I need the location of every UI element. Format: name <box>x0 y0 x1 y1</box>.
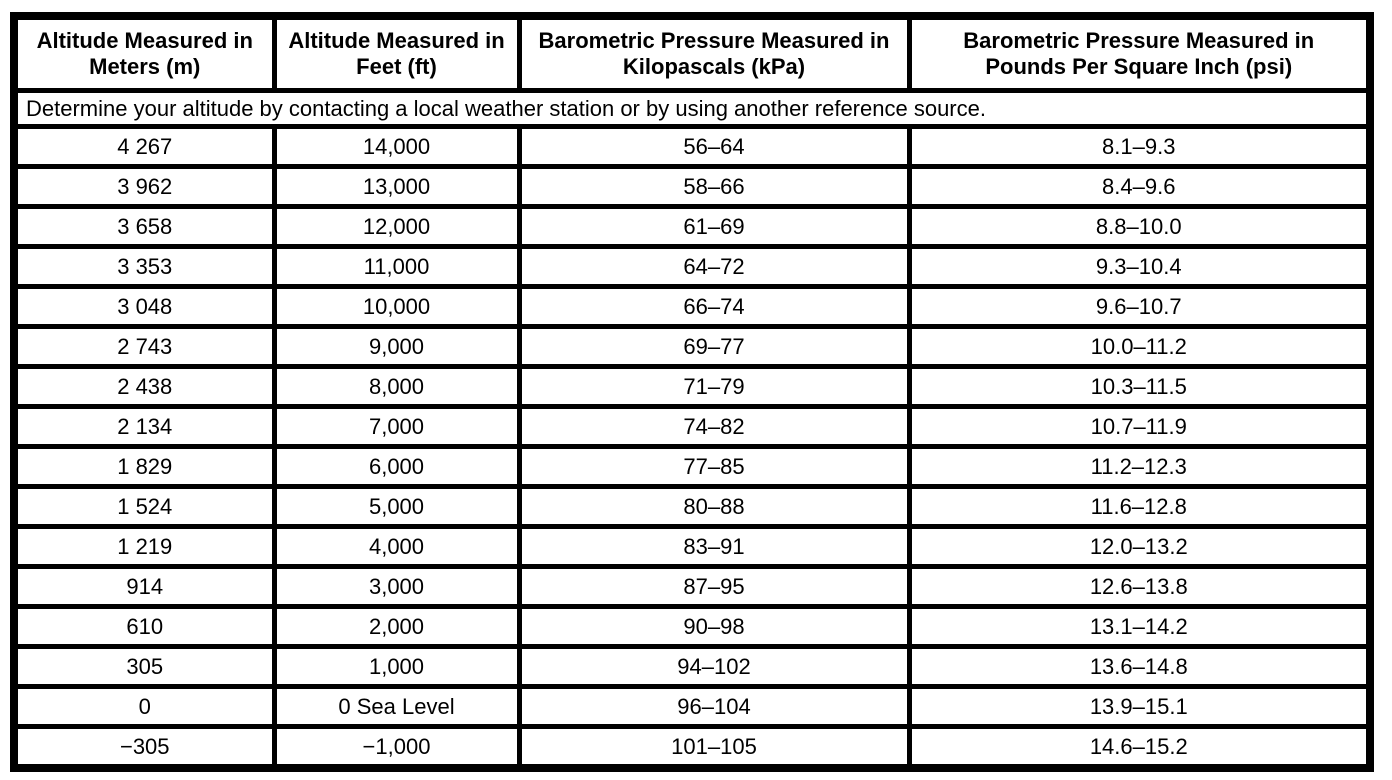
cell-psi: 8.1–9.3 <box>906 124 1373 169</box>
cell-kpa: 83–91 <box>516 524 912 569</box>
table-row: 2 134 7,000 74–82 10.7–11.9 <box>11 404 1373 449</box>
cell-meters: 2 438 <box>11 364 277 409</box>
cell-meters: 610 <box>11 604 277 649</box>
table-row: 4 267 14,000 56–64 8.1–9.3 <box>11 124 1373 169</box>
cell-meters: −305 <box>11 724 277 771</box>
table-row: 914 3,000 87–95 12.6–13.8 <box>11 564 1373 609</box>
cell-feet: 4,000 <box>271 524 522 569</box>
table-row: 1 829 6,000 77–85 11.2–12.3 <box>11 444 1373 489</box>
table-row: 305 1,000 94–102 13.6–14.8 <box>11 644 1373 689</box>
cell-psi: 8.4–9.6 <box>906 164 1373 209</box>
cell-kpa: 94–102 <box>516 644 912 689</box>
table-row: 1 524 5,000 80–88 11.6–12.8 <box>11 484 1373 529</box>
header-cell-pressure-psi: Barometric Pressure Measured in Pounds P… <box>906 13 1373 93</box>
cell-kpa: 77–85 <box>516 444 912 489</box>
cell-feet: 2,000 <box>271 604 522 649</box>
cell-psi: 14.6–15.2 <box>906 724 1373 771</box>
cell-kpa: 96–104 <box>516 684 912 729</box>
cell-feet: 0 Sea Level <box>271 684 522 729</box>
cell-feet: 9,000 <box>271 324 522 369</box>
cell-psi: 12.6–13.8 <box>906 564 1373 609</box>
cell-kpa: 80–88 <box>516 484 912 529</box>
cell-feet: −1,000 <box>271 724 522 771</box>
cell-feet: 7,000 <box>271 404 522 449</box>
cell-psi: 13.1–14.2 <box>906 604 1373 649</box>
cell-kpa: 69–77 <box>516 324 912 369</box>
cell-psi: 9.6–10.7 <box>906 284 1373 329</box>
note-row: Determine your altitude by contacting a … <box>11 88 1373 129</box>
header-cell-altitude-meters: Altitude Measured in Meters (m) <box>11 13 277 93</box>
cell-kpa: 61–69 <box>516 204 912 249</box>
cell-feet: 11,000 <box>271 244 522 289</box>
cell-kpa: 90–98 <box>516 604 912 649</box>
cell-kpa: 74–82 <box>516 404 912 449</box>
altitude-note-text: Determine your altitude by contacting a … <box>11 88 1373 129</box>
table-header: Altitude Measured in Meters (m) Altitude… <box>11 13 1373 129</box>
cell-kpa: 101–105 <box>516 724 912 771</box>
cell-psi: 11.2–12.3 <box>906 444 1373 489</box>
table-row: 2 743 9,000 69–77 10.0–11.2 <box>11 324 1373 369</box>
cell-psi: 10.0–11.2 <box>906 324 1373 369</box>
cell-psi: 13.9–15.1 <box>906 684 1373 729</box>
cell-meters: 305 <box>11 644 277 689</box>
cell-meters: 3 962 <box>11 164 277 209</box>
cell-meters: 2 134 <box>11 404 277 449</box>
cell-kpa: 71–79 <box>516 364 912 409</box>
cell-meters: 2 743 <box>11 324 277 369</box>
cell-meters: 1 829 <box>11 444 277 489</box>
table-row: 1 219 4,000 83–91 12.0–13.2 <box>11 524 1373 569</box>
cell-meters: 3 658 <box>11 204 277 249</box>
table-row: 3 353 11,000 64–72 9.3–10.4 <box>11 244 1373 289</box>
table-row: 2 438 8,000 71–79 10.3–11.5 <box>11 364 1373 409</box>
table-row: −305 −1,000 101–105 14.6–15.2 <box>11 724 1373 771</box>
cell-psi: 9.3–10.4 <box>906 244 1373 289</box>
cell-feet: 8,000 <box>271 364 522 409</box>
cell-psi: 10.7–11.9 <box>906 404 1373 449</box>
cell-meters: 1 524 <box>11 484 277 529</box>
cell-meters: 0 <box>11 684 277 729</box>
cell-kpa: 66–74 <box>516 284 912 329</box>
cell-feet: 6,000 <box>271 444 522 489</box>
altitude-pressure-table: Altitude Measured in Meters (m) Altitude… <box>10 12 1374 772</box>
cell-meters: 3 048 <box>11 284 277 329</box>
cell-meters: 3 353 <box>11 244 277 289</box>
cell-kpa: 64–72 <box>516 244 912 289</box>
cell-kpa: 87–95 <box>516 564 912 609</box>
cell-kpa: 56–64 <box>516 124 912 169</box>
cell-psi: 8.8–10.0 <box>906 204 1373 249</box>
cell-feet: 10,000 <box>271 284 522 329</box>
cell-feet: 5,000 <box>271 484 522 529</box>
cell-meters: 914 <box>11 564 277 609</box>
header-cell-pressure-kpa: Barometric Pressure Measured in Kilopasc… <box>516 13 912 93</box>
cell-feet: 3,000 <box>271 564 522 609</box>
cell-psi: 10.3–11.5 <box>906 364 1373 409</box>
cell-meters: 1 219 <box>11 524 277 569</box>
header-row: Altitude Measured in Meters (m) Altitude… <box>11 13 1373 93</box>
header-cell-altitude-feet: Altitude Measured in Feet (ft) <box>271 13 522 93</box>
cell-feet: 13,000 <box>271 164 522 209</box>
cell-psi: 13.6–14.8 <box>906 644 1373 689</box>
cell-feet: 1,000 <box>271 644 522 689</box>
cell-feet: 12,000 <box>271 204 522 249</box>
table-row: 610 2,000 90–98 13.1–14.2 <box>11 604 1373 649</box>
table-body: 4 267 14,000 56–64 8.1–9.3 3 962 13,000 58–66 8… <box>11 124 1373 771</box>
cell-psi: 11.6–12.8 <box>906 484 1373 529</box>
table-row: 3 658 12,000 61–69 8.8–10.0 <box>11 204 1373 249</box>
table-row: 3 048 10,000 66–74 9.6–10.7 <box>11 284 1373 329</box>
cell-psi: 12.0–13.2 <box>906 524 1373 569</box>
cell-meters: 4 267 <box>11 124 277 169</box>
cell-kpa: 58–66 <box>516 164 912 209</box>
table-row: 3 962 13,000 58–66 8.4–9.6 <box>11 164 1373 209</box>
cell-feet: 14,000 <box>271 124 522 169</box>
